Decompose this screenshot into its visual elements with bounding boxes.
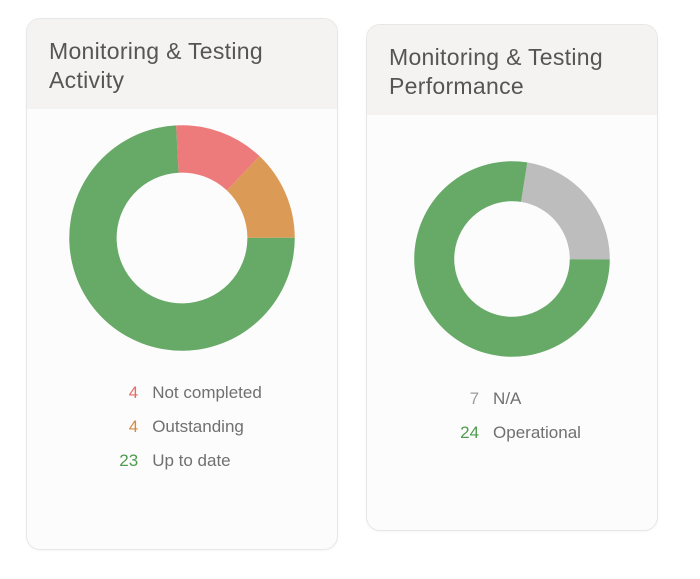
legend-label: Not completed — [152, 383, 262, 403]
legend-value: 24 — [443, 423, 479, 443]
activity-card-body: 4 Not completed 4 Outstanding 23 Up to date — [27, 109, 337, 550]
performance-card-body: 7 N/A 24 Operational — [367, 115, 657, 531]
legend-label: Outstanding — [152, 417, 244, 437]
legend-label: Up to date — [152, 451, 230, 471]
legend-item: 24 Operational — [443, 423, 581, 443]
dashboard-cards: Monitoring & Testing Activity 4 Not compl… — [0, 0, 700, 579]
activity-legend: 4 Not completed 4 Outstanding 23 Up to date — [102, 383, 262, 471]
legend-item: 4 Not completed — [102, 383, 262, 403]
legend-value: 4 — [102, 417, 138, 437]
legend-label: N/A — [493, 389, 521, 409]
activity-donut — [67, 123, 297, 353]
performance-card-header: Monitoring & Testing Performance — [367, 25, 657, 115]
donut-slice-na — [521, 162, 610, 259]
performance-card: Monitoring & Testing Performance 7 N/A 24 O… — [366, 24, 658, 531]
legend-item: 7 N/A — [443, 389, 521, 409]
performance-legend: 7 N/A 24 Operational — [443, 389, 581, 443]
legend-value: 7 — [443, 389, 479, 409]
legend-item: 4 Outstanding — [102, 417, 244, 437]
performance-card-title: Monitoring & Testing Performance — [389, 43, 635, 101]
performance-donut — [412, 159, 612, 359]
legend-item: 23 Up to date — [102, 451, 230, 471]
activity-card-title: Monitoring & Testing Activity — [49, 37, 315, 95]
legend-value: 4 — [102, 383, 138, 403]
legend-label: Operational — [493, 423, 581, 443]
legend-value: 23 — [102, 451, 138, 471]
activity-card: Monitoring & Testing Activity 4 Not compl… — [26, 18, 338, 550]
activity-card-header: Monitoring & Testing Activity — [27, 19, 337, 109]
